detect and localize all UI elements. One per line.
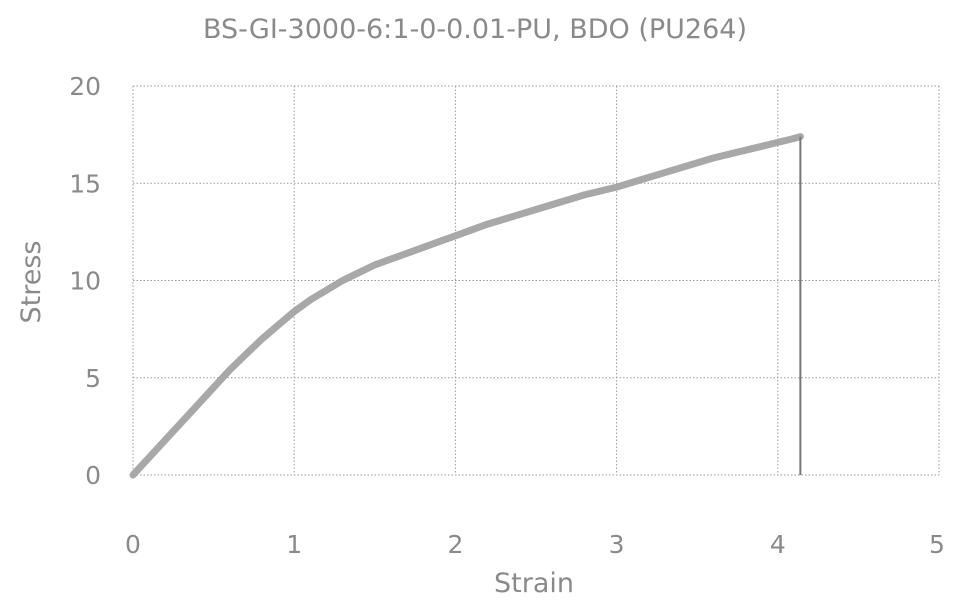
x-tick-label: 4 — [770, 530, 786, 559]
y-axis-label: Stress — [16, 241, 47, 324]
x-tick-label: 1 — [286, 530, 302, 559]
y-tick-label: 0 — [85, 461, 101, 490]
x-axis-label: Strain — [494, 568, 574, 599]
chart-title: BS-GI-3000-6:1-0-0.01-PU, BDO (PU264) — [203, 14, 747, 45]
y-tick-label: 5 — [85, 364, 101, 393]
y-tick-label: 20 — [69, 72, 101, 101]
x-tick-label: 5 — [929, 530, 945, 559]
x-tick-label: 3 — [609, 530, 625, 559]
series-layer — [133, 137, 800, 475]
y-tick-label: 15 — [69, 169, 101, 198]
y-tick-label: 10 — [69, 267, 101, 296]
stress-strain-series-line — [133, 137, 800, 475]
grid-layer — [133, 86, 939, 475]
x-tick-label: 2 — [447, 530, 463, 559]
x-tick-label: 0 — [125, 530, 141, 559]
tick-layer: 0 5 10 15 20 0 1 2 3 4 5 — [69, 72, 945, 559]
